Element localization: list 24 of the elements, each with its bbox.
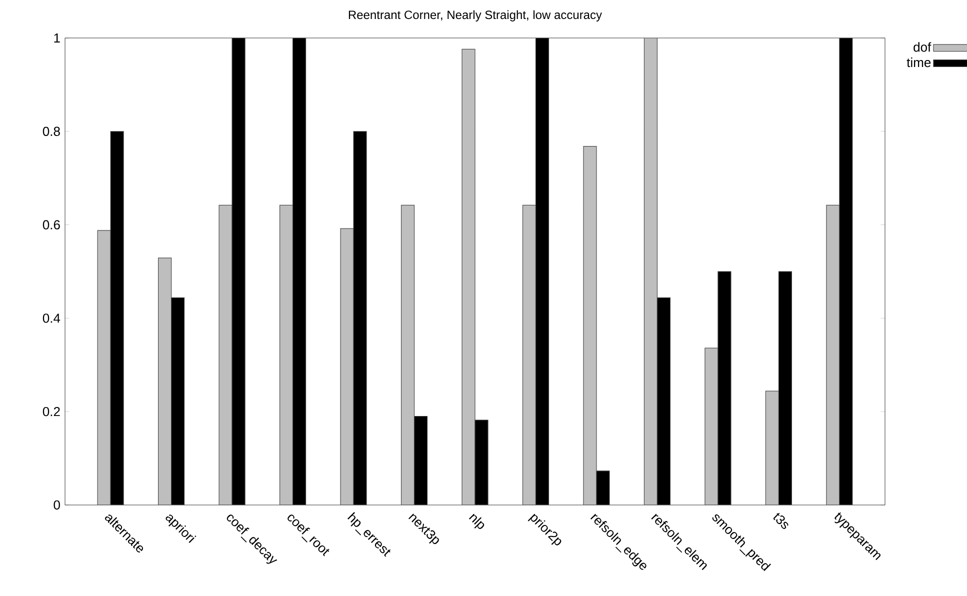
y-tick-label: 0 xyxy=(54,500,60,510)
x-tick-label: nlp xyxy=(468,514,484,529)
y-tick-label: 0.8 xyxy=(42,126,60,136)
bar xyxy=(765,390,780,505)
bar xyxy=(462,48,476,505)
chart-title: Reentrant Corner, Nearly Straight, low accuracy xyxy=(348,10,602,22)
y-tick-label: 1 xyxy=(54,34,60,42)
bar xyxy=(218,204,232,505)
legend-label: dof xyxy=(914,42,932,52)
y-tick-label: 0.4 xyxy=(42,314,60,323)
bar xyxy=(97,230,111,505)
bar xyxy=(826,204,840,505)
bar xyxy=(158,258,172,505)
y-tick-label: 0.6 xyxy=(42,220,60,230)
x-tick-label: t3s xyxy=(773,512,788,529)
y-tick-label: 0.2 xyxy=(42,406,60,416)
bar xyxy=(279,204,294,505)
bar xyxy=(340,228,354,505)
bar xyxy=(704,348,718,505)
legend-label: time xyxy=(906,58,931,68)
bar xyxy=(644,38,658,505)
bar xyxy=(400,204,415,505)
bar xyxy=(583,146,597,505)
bar xyxy=(522,204,536,505)
